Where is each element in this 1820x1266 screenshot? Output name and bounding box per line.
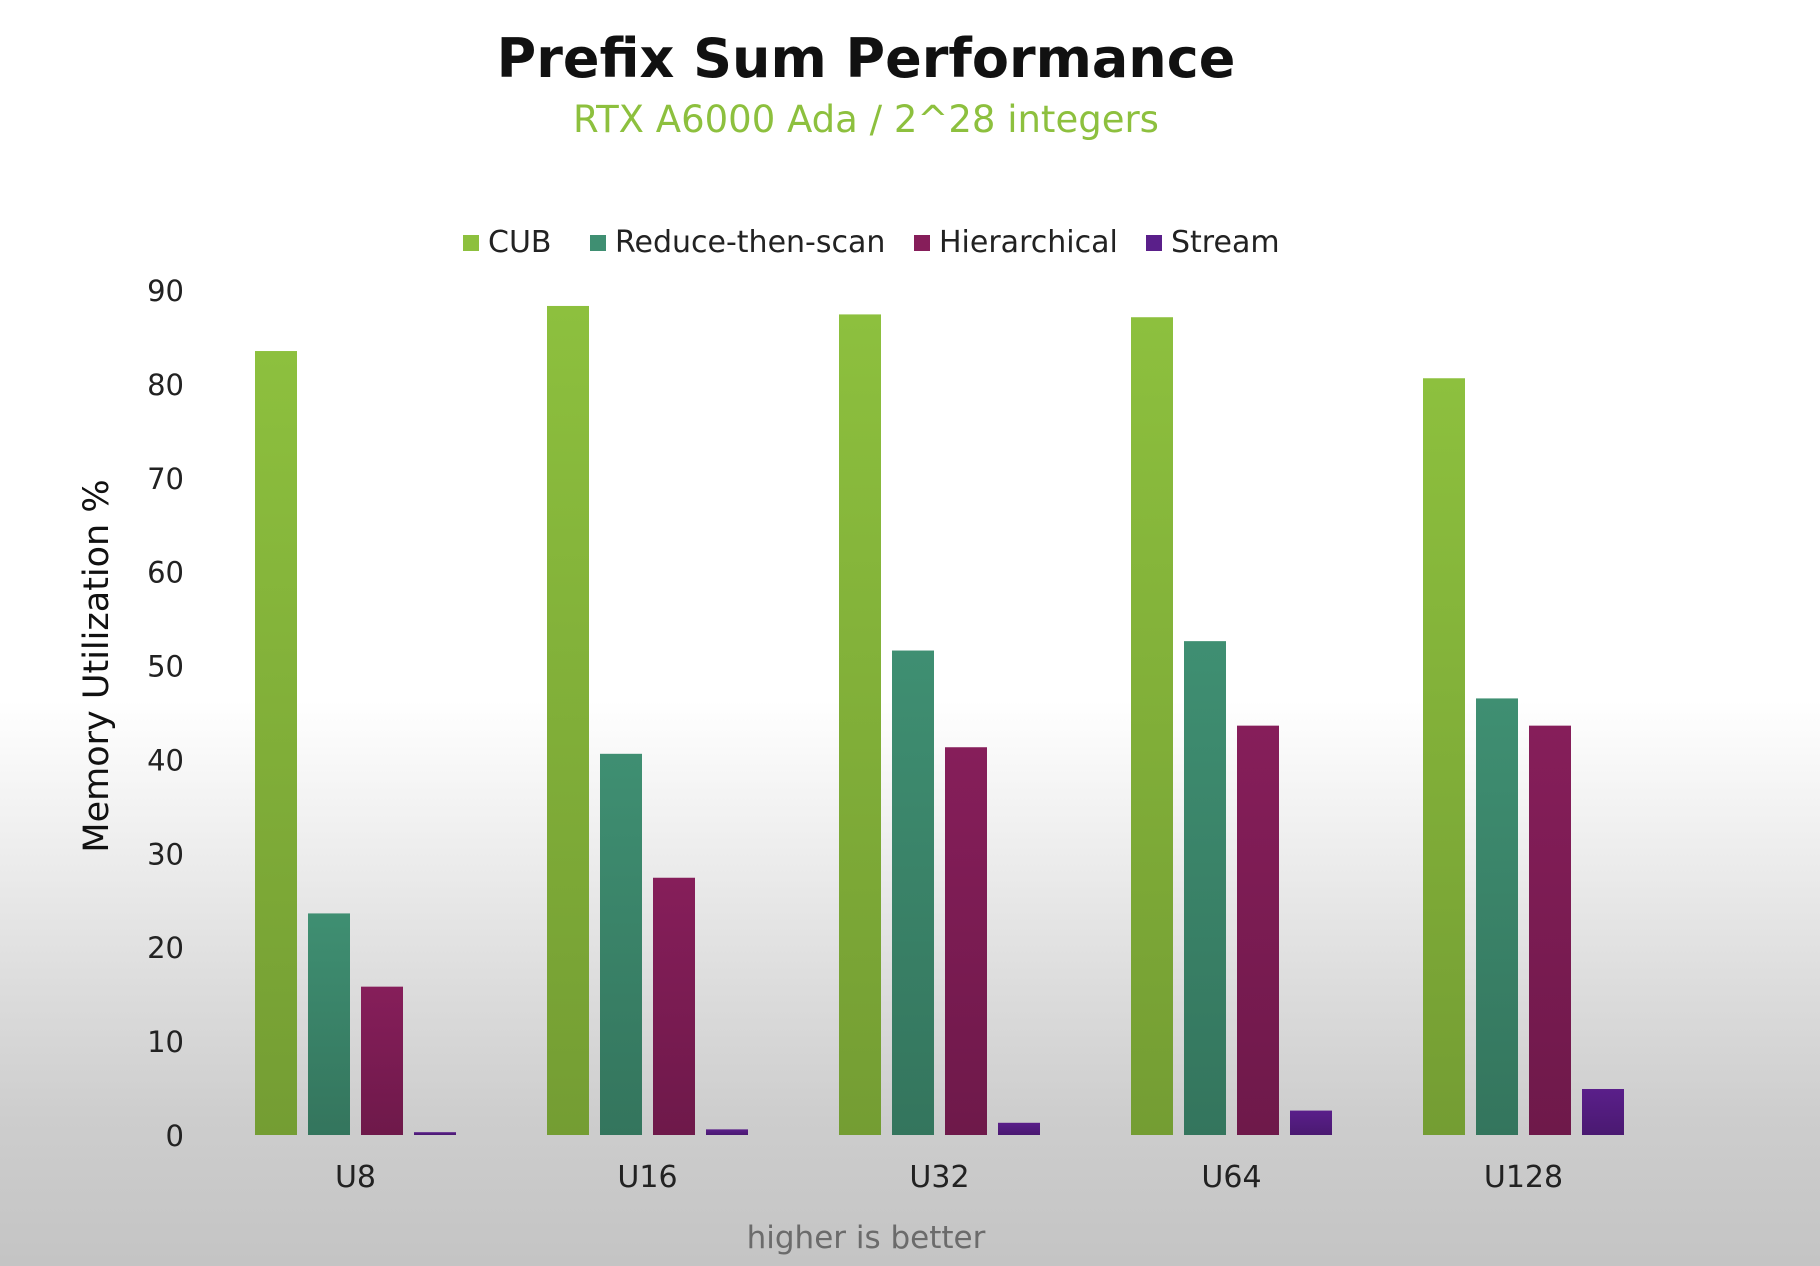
legend-label: Hierarchical [939, 225, 1118, 260]
y-tick-label: 20 [147, 931, 184, 965]
bar-u16-reduce-then-scan [600, 753, 642, 1135]
legend-item-reduce-then-scan: Reduce-then-scan [590, 225, 885, 260]
y-tick-label: 0 [166, 1119, 184, 1153]
bar-u16-hierarchical [653, 877, 695, 1135]
legend-label: CUB [488, 225, 552, 260]
y-tick-label: 40 [147, 743, 184, 777]
legend-swatch [1146, 235, 1162, 251]
bar-u32-stream [998, 1122, 1040, 1135]
y-axis-ticks: 0 10 20 30 40 50 60 70 80 90 [147, 274, 184, 1153]
bar-u8-cub [255, 351, 297, 1135]
x-tick-label: U16 [617, 1160, 677, 1195]
x-axis-labels: U8 U16 U32 U64 U128 [335, 1160, 1563, 1195]
bar-u128-hierarchical [1529, 725, 1571, 1135]
legend-swatch [914, 235, 930, 251]
bar-u16-stream [706, 1129, 748, 1135]
bar-u64-stream [1290, 1110, 1332, 1135]
legend: CUB Reduce-then-scan Hierarchical Stream [463, 225, 1280, 260]
y-tick-label: 90 [147, 274, 184, 308]
legend-label: Stream [1171, 225, 1280, 260]
legend-item-cub: CUB [463, 225, 552, 260]
x-tick-label: U128 [1484, 1160, 1563, 1195]
x-tick-label: U64 [1201, 1160, 1261, 1195]
y-tick-label: 30 [147, 837, 184, 871]
y-tick-label: 70 [147, 462, 184, 496]
bar-u16-cub [547, 305, 589, 1135]
legend-swatch [590, 235, 606, 251]
bar-u64-cub [1131, 317, 1173, 1135]
bar-u64-reduce-then-scan [1184, 641, 1226, 1135]
legend-swatch [463, 235, 479, 251]
legend-item-hierarchical: Hierarchical [914, 225, 1118, 260]
bars [255, 305, 1624, 1135]
y-tick-label: 50 [147, 650, 184, 684]
bar-u8-stream [414, 1132, 456, 1135]
legend-label: Reduce-then-scan [615, 225, 885, 260]
bar-u128-reduce-then-scan [1476, 698, 1518, 1135]
bar-u8-hierarchical [361, 986, 403, 1135]
footnote: higher is better [747, 1220, 986, 1256]
bar-u128-stream [1582, 1088, 1624, 1135]
bar-u32-reduce-then-scan [892, 650, 934, 1135]
bar-u128-cub [1423, 378, 1465, 1135]
y-tick-label: 10 [147, 1025, 184, 1059]
chart-subtitle: RTX A6000 Ada / 2^28 integers [573, 98, 1159, 141]
bar-u8-reduce-then-scan [308, 913, 350, 1135]
y-tick-label: 80 [147, 368, 184, 402]
bar-u64-hierarchical [1237, 725, 1279, 1135]
y-axis-title: Memory Utilization % [77, 479, 117, 852]
bar-u32-cub [839, 314, 881, 1135]
x-tick-label: U32 [909, 1160, 969, 1195]
chart-title: Prefix Sum Performance [497, 27, 1236, 90]
x-tick-label: U8 [335, 1160, 376, 1195]
legend-item-stream: Stream [1146, 225, 1280, 260]
y-tick-label: 60 [147, 556, 184, 590]
bar-u32-hierarchical [945, 747, 987, 1135]
